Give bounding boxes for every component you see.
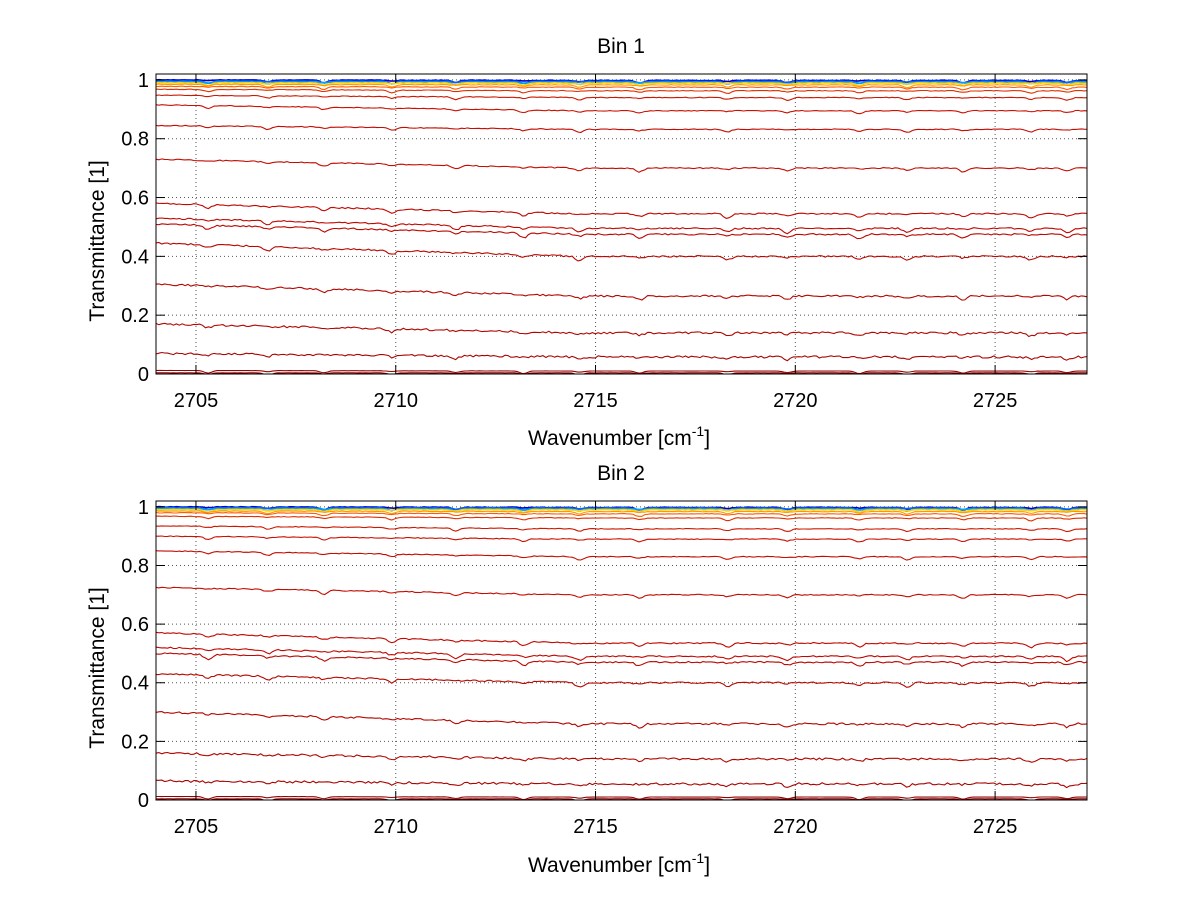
- series-line-s13: [155, 217, 1088, 235]
- series-line-s15: [155, 241, 1088, 262]
- series-line-s7: [155, 88, 1088, 94]
- x-tick-label: 2705: [174, 816, 219, 838]
- series-line-s14: [155, 652, 1088, 667]
- subplot-bin-2: Bin 2 Transmittance [1] Wavenumber [cm-1…: [86, 462, 1088, 877]
- y-tick-label: 0.4: [121, 246, 149, 268]
- x-tick-label: 2715: [573, 390, 618, 412]
- axes-box: [155, 73, 1088, 375]
- series-lines: [155, 78, 1088, 375]
- y-ticks: 0 0.2 0.4 0.6 0.8 1: [121, 70, 1087, 386]
- series-line-s17: [155, 322, 1088, 338]
- series-line-s18: [156, 779, 1088, 789]
- subplot-title: Bin 2: [597, 462, 645, 485]
- series-line-s9: [156, 535, 1087, 543]
- series-line-s13: [155, 646, 1088, 663]
- y-tick-label: 0.2: [121, 305, 149, 327]
- series-line-s14: [155, 223, 1088, 240]
- series-line-s16: [155, 711, 1088, 729]
- axes-box: [155, 500, 1088, 801]
- y-tick-label: 1: [138, 70, 149, 92]
- y-tick-label: 0.4: [121, 673, 149, 695]
- series-line-s5: [155, 510, 1088, 515]
- x-tick-label: 2725: [973, 390, 1018, 412]
- series-line-s12: [155, 631, 1088, 649]
- series-line-s8: [155, 525, 1088, 533]
- series-line-s16: [155, 283, 1088, 301]
- series-line-s4: [156, 508, 1088, 514]
- series-line-s8: [155, 94, 1088, 102]
- subplot-title: Bin 1: [597, 35, 645, 58]
- x-tick-label: 2720: [773, 390, 818, 412]
- series-line-s15: [156, 673, 1088, 688]
- x-tick-label: 2715: [573, 816, 618, 838]
- y-axis-label: Transmittance [1]: [86, 587, 109, 748]
- series-line-s7: [155, 515, 1088, 522]
- y-tick-label: 1: [138, 497, 149, 519]
- series-line-s6: [155, 511, 1088, 517]
- x-axis-label: Wavenumber [cm-1]: [528, 423, 710, 450]
- y-axis-label: Transmittance [1]: [86, 160, 109, 321]
- series-line-s11: [155, 586, 1088, 599]
- x-axis-label-text: Wavenumber [cm: [528, 427, 692, 450]
- series-line-s20: [155, 798, 1087, 801]
- x-axis-label: Wavenumber [cm-1]: [528, 850, 710, 877]
- x-tick-label: 2705: [174, 390, 219, 412]
- x-ticks: 2705 2710 2715 2720 2725: [174, 74, 1018, 412]
- x-axis-label-superscript: -1: [692, 423, 705, 439]
- series-line-s11: [155, 158, 1088, 173]
- x-tick-label: 2720: [773, 816, 818, 838]
- series-line-s6: [155, 85, 1088, 91]
- subplot-bin-1: Bin 1 Transmittance [1] Wavenumber [cm-1…: [86, 35, 1088, 450]
- y-tick-label: 0: [138, 790, 149, 812]
- series-line-s12: [155, 202, 1088, 219]
- x-ticks: 2705 2710 2715 2720 2725: [174, 501, 1018, 838]
- y-tick-label: 0.8: [121, 555, 149, 577]
- x-axis-label-superscript: -1: [692, 850, 705, 866]
- series-line-s17: [155, 751, 1088, 763]
- series-line-s4: [155, 81, 1088, 87]
- y-tick-label: 0.2: [121, 731, 149, 753]
- x-tick-label: 2710: [373, 390, 418, 412]
- x-axis-label-text: Wavenumber [cm: [528, 854, 692, 877]
- series-lines: [155, 505, 1088, 801]
- series-line-s5: [155, 83, 1088, 89]
- x-axis-label-end: ]: [704, 854, 710, 877]
- series-line-s10: [155, 124, 1088, 134]
- series-line-s18: [155, 351, 1088, 362]
- series-line-s19: [156, 795, 1088, 801]
- y-tick-label: 0.8: [121, 129, 149, 151]
- series-line-s19: [155, 369, 1087, 375]
- x-tick-label: 2725: [973, 816, 1018, 838]
- y-tick-label: 0.6: [121, 614, 149, 636]
- y-ticks: 0 0.2 0.4 0.6 0.8 1: [121, 497, 1087, 812]
- series-line-s20: [156, 372, 1087, 375]
- series-line-s9: [155, 104, 1088, 115]
- x-tick-label: 2710: [373, 816, 418, 838]
- x-axis-label-end: ]: [704, 427, 710, 450]
- y-tick-label: 0.6: [121, 188, 149, 210]
- y-tick-label: 0: [138, 364, 149, 386]
- series-line-s10: [155, 550, 1088, 561]
